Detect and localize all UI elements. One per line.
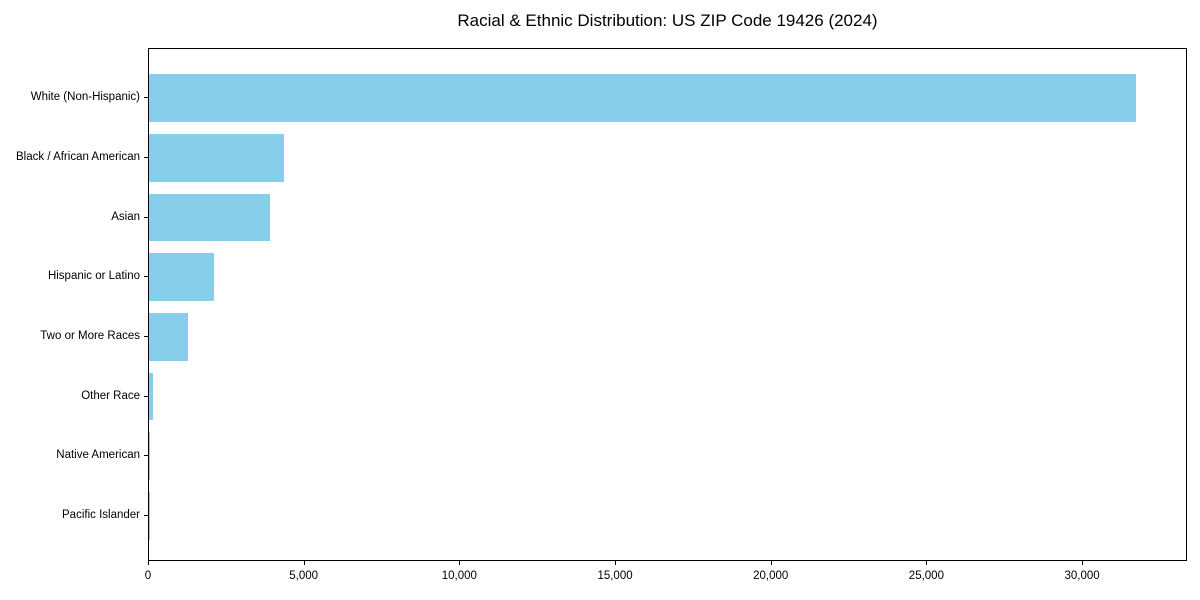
x-tick-10-000 — [459, 561, 461, 565]
y-tick-label-white-non-hispanic: White (Non-Hispanic) — [30, 91, 140, 104]
y-tick-native-american — [144, 455, 148, 457]
y-tick-label-black-african-american: Black / African American — [16, 150, 140, 163]
bar-asian — [149, 193, 271, 242]
y-tick-black-african-american — [144, 156, 148, 158]
x-tick-label-0: 0 — [144, 570, 152, 582]
y-tick-label-asian: Asian — [111, 210, 140, 223]
x-tick-15-000 — [615, 561, 617, 565]
y-tick-other-race — [144, 395, 148, 397]
bar-two-or-more-races — [149, 313, 188, 361]
y-tick-pacific-islander — [144, 514, 148, 516]
bar-native-american — [149, 432, 150, 480]
y-tick-label-pacific-islander: Pacific Islander — [62, 508, 140, 521]
bar-hispanic-or-latino — [149, 253, 215, 302]
x-tick-label-25-000: 25,000 — [908, 570, 944, 582]
y-tick-label-other-race: Other Race — [81, 389, 140, 402]
bar-white-non-hispanic — [149, 74, 1136, 123]
x-tick-0 — [148, 561, 149, 565]
y-tick-label-hispanic-or-latino: Hispanic or Latino — [47, 270, 140, 283]
x-tick-30-000 — [1082, 561, 1084, 565]
bar-other-race — [149, 372, 154, 421]
x-tick-5-000 — [303, 561, 305, 565]
y-tick-asian — [144, 216, 148, 218]
x-tick-label-10-000: 10,000 — [441, 570, 477, 582]
y-tick-two-or-more-races — [144, 335, 148, 337]
bar-black-african-american — [149, 134, 285, 182]
y-tick-label-native-american: Native American — [56, 449, 140, 462]
x-tick-label-15-000: 15,000 — [597, 570, 633, 582]
chart-title: Racial & Ethnic Distribution: US ZIP Cod… — [457, 11, 878, 30]
x-tick-label-5-000: 5,000 — [289, 570, 319, 582]
x-tick-20-000 — [770, 561, 772, 565]
x-tick-label-30-000: 30,000 — [1064, 570, 1100, 582]
y-tick-label-two-or-more-races: Two or More Races — [40, 329, 140, 342]
y-tick-white-non-hispanic — [144, 97, 148, 99]
plot-area — [148, 48, 1187, 561]
x-tick-25-000 — [926, 561, 928, 565]
x-tick-label-20-000: 20,000 — [753, 570, 789, 582]
y-tick-hispanic-or-latino — [144, 276, 148, 278]
